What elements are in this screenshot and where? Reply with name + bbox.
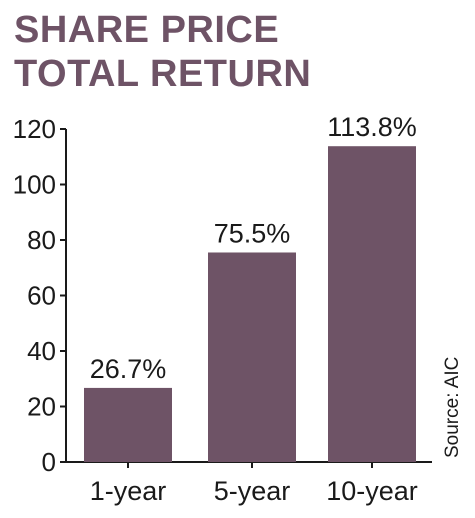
chart-bars [84,146,416,462]
y-tick-label: 100 [13,170,56,200]
x-category-label: 5-year [214,476,291,506]
data-label: 113.8% [327,112,417,142]
chart-title-line-1: SHARE PRICE [14,9,280,51]
y-tick-label: 120 [13,114,56,144]
chart-labels: 26.7% 1-year 75.5% 5-year 113.8% 10-year [90,112,418,506]
bar [328,146,416,462]
x-category-label: 10-year [326,476,418,506]
bar [84,387,172,462]
chart-title: SHARE PRICE TOTAL RETURN [14,8,311,96]
y-tick-label: 0 [42,447,56,477]
source-note: Source: AIC [442,357,463,458]
bar [208,252,296,462]
x-category-label: 1-year [90,476,167,506]
y-tick-label: 40 [27,336,56,366]
y-tick-label: 80 [27,225,56,255]
data-label: 75.5% [214,218,291,248]
y-tick-label: 20 [27,392,56,422]
data-label: 26.7% [90,354,167,384]
chart-axes: 0 20 40 60 80 100 120 [13,114,432,477]
chart-title-line-2: TOTAL RETURN [14,53,312,95]
y-tick-label: 60 [27,281,56,311]
